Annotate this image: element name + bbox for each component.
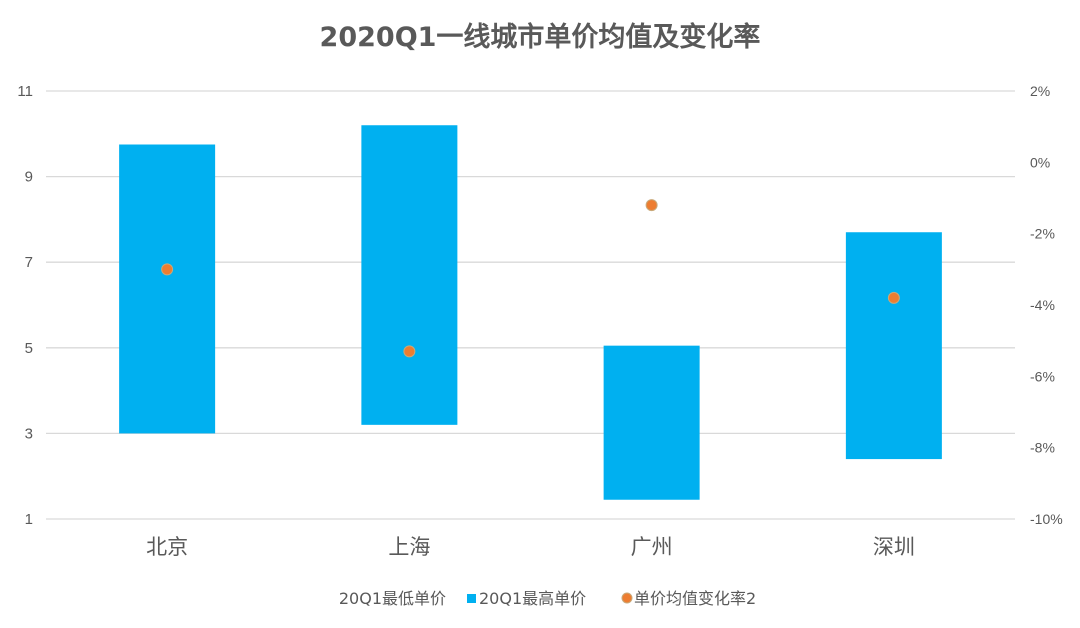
y-left-tick-label: 7 [25, 254, 33, 271]
legend-label-high: 20Q1最高单价 [479, 589, 586, 608]
rate-point-1 [403, 345, 416, 358]
rate-point-3 [887, 291, 900, 304]
rate-points [161, 199, 900, 358]
bar-0 [119, 144, 216, 434]
bar-2 [603, 345, 700, 500]
category-label-0: 北京 [146, 535, 188, 559]
y-axis-left: 1 3 5 7 9 11 [17, 83, 33, 528]
y-left-tick-label: 1 [25, 511, 33, 528]
x-axis-categories: 北京 上海 广州 深圳 [146, 535, 915, 559]
legend-label-low: 20Q1最低单价 [339, 589, 446, 608]
y-right-tick-label: -4% [1030, 297, 1055, 313]
y-axis-right: -10% -8% -6% -4% -2% 0% 2% [1030, 83, 1063, 527]
y-left-tick-label: 3 [25, 425, 33, 442]
category-label-1: 上海 [388, 535, 430, 559]
chart-title: 2020Q1一线城市单价均值及变化率 [320, 21, 761, 53]
rate-point-0 [161, 263, 174, 276]
y-right-tick-label: -8% [1030, 440, 1055, 456]
category-label-3: 深圳 [873, 535, 915, 559]
legend-swatch-rate [621, 592, 633, 604]
legend: 20Q1最低单价 20Q1最高单价 单价均值变化率2 [339, 589, 756, 608]
y-right-tick-label: 0% [1030, 154, 1050, 170]
legend-swatch-high [467, 594, 476, 603]
y-right-tick-label: -2% [1030, 226, 1055, 242]
y-left-tick-label: 11 [17, 83, 33, 100]
y-right-tick-label: -6% [1030, 368, 1055, 384]
y-right-tick-label: -10% [1030, 511, 1063, 527]
bars [119, 125, 942, 500]
y-left-tick-label: 9 [25, 169, 33, 186]
legend-label-rate: 单价均值变化率2 [634, 589, 756, 608]
y-left-tick-label: 5 [25, 340, 33, 357]
category-label-2: 广州 [631, 535, 673, 559]
rate-point-2 [645, 199, 658, 212]
bar-3 [845, 232, 942, 460]
y-right-tick-label: 2% [1030, 83, 1050, 99]
bar-1 [361, 125, 458, 425]
